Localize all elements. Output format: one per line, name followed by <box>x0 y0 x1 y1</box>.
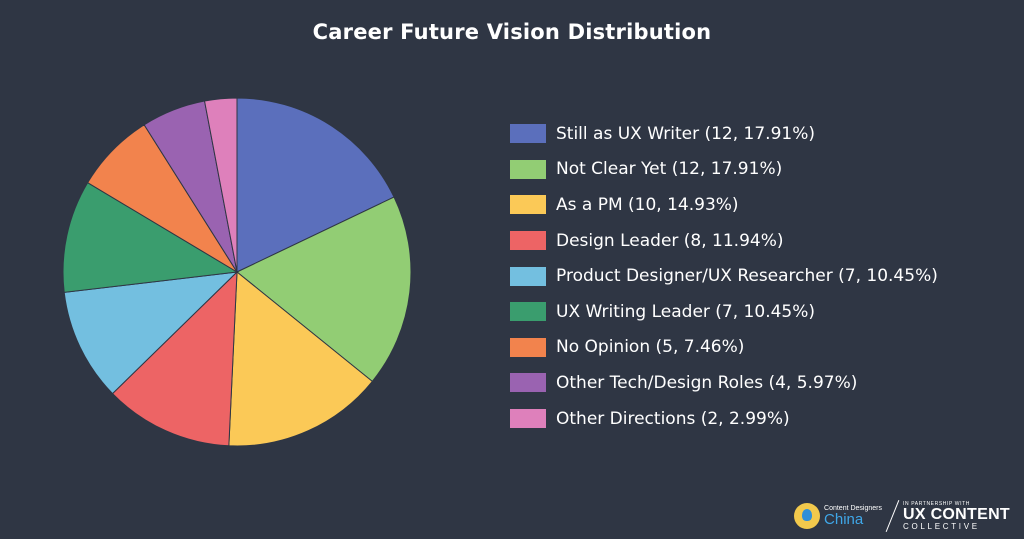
pie-slice-other-directions <box>203 97 238 273</box>
pie-slice-still-as-ux-writer <box>236 97 395 273</box>
legend-swatch <box>510 266 546 286</box>
legend-label: Still as UX Writer (12, 17.91%) <box>556 123 816 144</box>
legend-swatch <box>510 373 546 393</box>
legend-swatch <box>510 302 546 322</box>
legend-swatch <box>510 337 546 357</box>
legend-swatch <box>510 195 546 215</box>
pie-slice-as-a-pm <box>228 270 374 447</box>
uxcc-partnership-text: IN PARTNERSHIP WITH <box>903 500 970 507</box>
uxcc-name-text: UX CONTENT <box>903 505 1010 523</box>
legend-item: As a PM (10, 14.93%) <box>510 187 938 223</box>
legend-item: Other Tech/Design Roles (4, 5.97%) <box>510 365 938 401</box>
legend-item: No Opinion (5, 7.46%) <box>510 330 938 366</box>
content-designers-china-logo: Content Designers China <box>794 503 882 529</box>
pie-chart <box>62 97 412 447</box>
legend-label: No Opinion (5, 7.46%) <box>556 337 745 358</box>
cdc-logo-small-text: Content Designers <box>824 505 882 512</box>
legend-item: Not Clear Yet (12, 17.91%) <box>510 152 938 188</box>
cdc-logo-big-text: China <box>824 511 864 528</box>
legend-label: As a PM (10, 14.93%) <box>556 194 739 215</box>
legend-item: Design Leader (8, 11.94%) <box>510 223 938 259</box>
legend-swatch <box>510 409 546 429</box>
branding-logos: Content Designers China IN PARTNERSHIP W… <box>794 499 1010 533</box>
chart-legend: Still as UX Writer (12, 17.91%) Not Clear… <box>510 116 938 436</box>
legend-label: Not Clear Yet (12, 17.91%) <box>556 159 783 180</box>
legend-label: UX Writing Leader (7, 10.45%) <box>556 301 816 322</box>
legend-swatch <box>510 231 546 251</box>
pie-slice-ux-writing-leader <box>62 181 239 293</box>
logo-divider <box>885 500 900 532</box>
legend-item: Other Directions (2, 2.99%) <box>510 401 938 437</box>
ux-content-collective-logo: IN PARTNERSHIP WITH UX CONTENT COLLECTIV… <box>903 500 1010 531</box>
legend-label: Other Tech/Design Roles (4, 5.97%) <box>556 372 858 393</box>
legend-swatch <box>510 159 546 179</box>
pie-slice-not-clear-yet <box>236 196 412 383</box>
legend-item: UX Writing Leader (7, 10.45%) <box>510 294 938 330</box>
legend-label: Design Leader (8, 11.94%) <box>556 230 784 251</box>
legend-label: Product Designer/UX Researcher (7, 10.45… <box>556 266 938 287</box>
pie-slice-product-designer-ux-researcher <box>63 271 239 395</box>
chart-title: Career Future Vision Distribution <box>312 20 712 44</box>
legend-item: Product Designer/UX Researcher (7, 10.45… <box>510 258 938 294</box>
pen-nib-icon <box>794 503 821 529</box>
pie-slice-design-leader <box>111 270 238 447</box>
legend-label: Other Directions (2, 2.99%) <box>556 408 790 429</box>
uxcc-collective-text: COLLECTIVE <box>903 521 980 531</box>
legend-item: Still as UX Writer (12, 17.91%) <box>510 116 938 152</box>
legend-swatch <box>510 124 546 144</box>
